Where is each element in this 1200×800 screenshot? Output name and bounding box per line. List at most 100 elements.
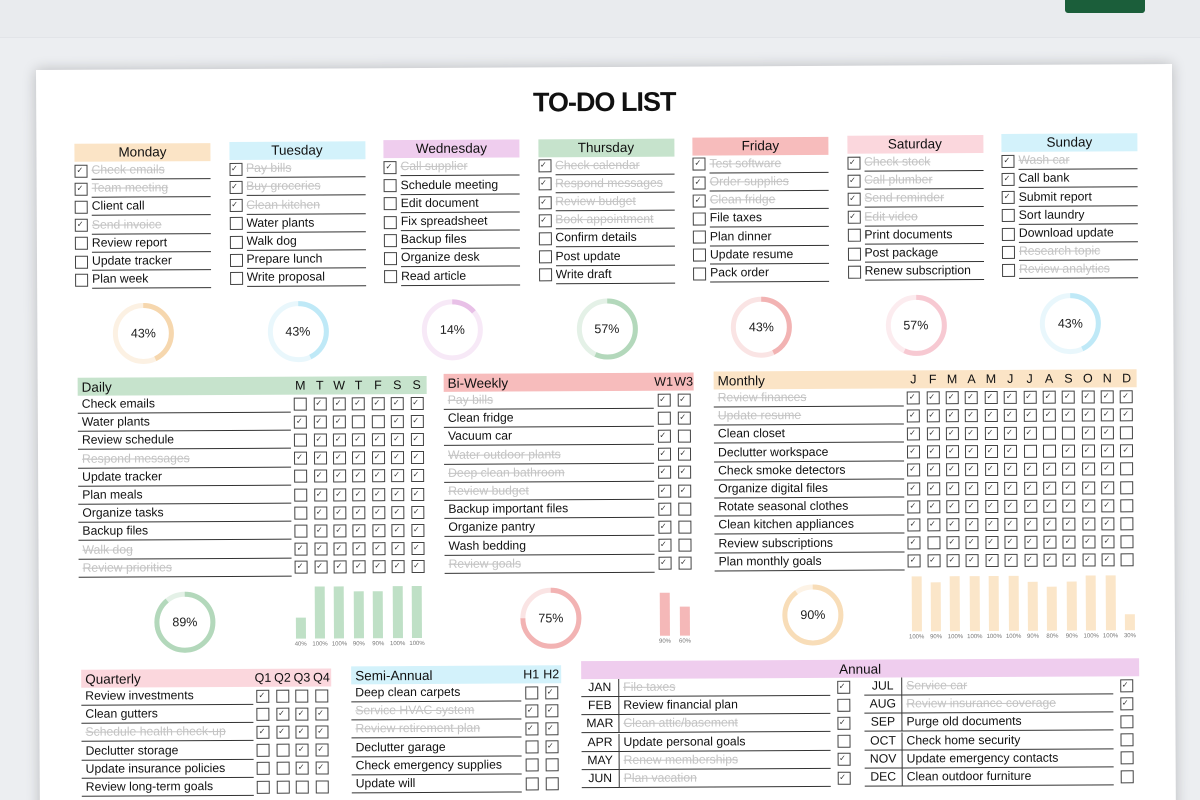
- annual-checkbox[interactable]: [836, 734, 851, 748]
- row-checkbox[interactable]: [984, 463, 998, 477]
- row-checkbox[interactable]: [275, 689, 290, 703]
- row-checkbox[interactable]: [372, 505, 386, 519]
- row-checkbox[interactable]: [371, 396, 385, 410]
- row-checkbox[interactable]: [984, 445, 998, 459]
- row-checkbox[interactable]: [1120, 426, 1134, 440]
- task-item[interactable]: Edit video: [847, 207, 984, 227]
- task-item[interactable]: Plan dinner: [692, 227, 829, 247]
- row-checkbox[interactable]: [1023, 444, 1037, 458]
- row-checkbox[interactable]: [984, 481, 998, 495]
- row-checkbox[interactable]: [1043, 481, 1057, 495]
- row-checkbox[interactable]: [1081, 462, 1095, 476]
- task-checkbox[interactable]: [538, 250, 552, 264]
- row-checkbox[interactable]: [927, 554, 941, 568]
- task-item[interactable]: Check stock: [846, 153, 984, 172]
- row-checkbox[interactable]: [1062, 462, 1076, 476]
- row-checkbox[interactable]: [256, 762, 270, 776]
- row-checkbox[interactable]: [1023, 481, 1037, 495]
- row-checkbox[interactable]: [391, 433, 405, 447]
- row-checkbox[interactable]: [524, 722, 538, 736]
- task-item[interactable]: File taxes: [692, 209, 829, 228]
- task-item[interactable]: Pack order: [693, 263, 830, 283]
- row-checkbox[interactable]: [677, 484, 691, 498]
- task-item[interactable]: Write draft: [538, 265, 675, 285]
- task-checkbox[interactable]: [692, 212, 706, 226]
- row-checkbox[interactable]: [965, 536, 979, 550]
- task-checkbox[interactable]: [847, 192, 861, 206]
- row-checkbox[interactable]: [1120, 535, 1135, 549]
- row-checkbox[interactable]: [1101, 480, 1115, 494]
- row-checkbox[interactable]: [677, 447, 691, 461]
- row-checkbox[interactable]: [1004, 463, 1018, 477]
- row-checkbox[interactable]: [1004, 554, 1018, 568]
- row-checkbox[interactable]: [333, 469, 347, 483]
- row-checkbox[interactable]: [544, 685, 558, 699]
- row-checkbox[interactable]: [391, 542, 405, 556]
- row-checkbox[interactable]: [1003, 408, 1017, 422]
- row-checkbox[interactable]: [1101, 535, 1115, 549]
- row-checkbox[interactable]: [1004, 535, 1018, 550]
- row-checkbox[interactable]: [1062, 408, 1076, 422]
- row-checkbox[interactable]: [525, 758, 539, 772]
- task-checkbox[interactable]: [74, 218, 88, 232]
- row-checkbox[interactable]: [984, 426, 998, 441]
- row-checkbox[interactable]: [1023, 426, 1037, 440]
- row-checkbox[interactable]: [657, 520, 671, 534]
- task-checkbox[interactable]: [74, 255, 89, 269]
- row-checkbox[interactable]: [927, 536, 941, 550]
- row-checkbox[interactable]: [295, 725, 309, 739]
- row-checkbox[interactable]: [1004, 517, 1018, 531]
- annual-checkbox[interactable]: [837, 771, 851, 785]
- row-checkbox[interactable]: [313, 469, 327, 483]
- row-checkbox[interactable]: [1120, 444, 1134, 458]
- row-checkbox[interactable]: [926, 518, 941, 532]
- row-checkbox[interactable]: [276, 762, 290, 776]
- task-checkbox[interactable]: [229, 271, 243, 285]
- task-checkbox[interactable]: [1001, 191, 1015, 205]
- row-checkbox[interactable]: [410, 451, 424, 465]
- row-checkbox[interactable]: [313, 433, 327, 447]
- row-checkbox[interactable]: [1004, 481, 1018, 495]
- row-checkbox[interactable]: [1062, 426, 1076, 440]
- row-checkbox[interactable]: [1121, 553, 1135, 567]
- annual-checkbox[interactable]: [1119, 697, 1133, 711]
- row-checkbox[interactable]: [907, 500, 921, 514]
- row-checkbox[interactable]: [985, 554, 999, 568]
- task-item[interactable]: Plan week: [75, 270, 212, 289]
- row-checkbox[interactable]: [1101, 517, 1115, 531]
- task-checkbox[interactable]: [692, 194, 706, 208]
- task-checkbox[interactable]: [384, 270, 398, 284]
- row-checkbox[interactable]: [390, 396, 404, 410]
- task-checkbox[interactable]: [847, 247, 861, 261]
- task-checkbox[interactable]: [229, 180, 243, 194]
- row-checkbox[interactable]: [391, 487, 405, 501]
- annual-checkbox[interactable]: [836, 680, 850, 694]
- annual-checkbox[interactable]: [836, 698, 850, 712]
- task-item[interactable]: Schedule meeting: [383, 176, 520, 195]
- row-checkbox[interactable]: [1023, 499, 1037, 513]
- task-item[interactable]: Print documents: [847, 225, 984, 245]
- row-checkbox[interactable]: [544, 704, 558, 718]
- row-checkbox[interactable]: [1101, 462, 1115, 476]
- row-checkbox[interactable]: [677, 465, 691, 479]
- row-checkbox[interactable]: [295, 743, 309, 757]
- task-item[interactable]: Pay bills: [228, 159, 366, 179]
- task-item[interactable]: Test software: [692, 154, 829, 174]
- row-checkbox[interactable]: [965, 463, 979, 477]
- row-checkbox[interactable]: [657, 393, 671, 407]
- row-checkbox[interactable]: [965, 390, 979, 404]
- row-checkbox[interactable]: [1082, 517, 1096, 531]
- row-checkbox[interactable]: [352, 487, 366, 501]
- row-checkbox[interactable]: [256, 743, 270, 758]
- row-checkbox[interactable]: [1042, 408, 1056, 422]
- row-checkbox[interactable]: [926, 499, 940, 514]
- row-checkbox[interactable]: [256, 707, 270, 721]
- row-checkbox[interactable]: [1042, 444, 1056, 458]
- task-item[interactable]: Call supplier: [383, 157, 520, 177]
- row-checkbox[interactable]: [965, 481, 979, 495]
- task-checkbox[interactable]: [1001, 227, 1015, 241]
- row-checkbox[interactable]: [657, 466, 671, 480]
- task-checkbox[interactable]: [693, 267, 707, 281]
- row-checkbox[interactable]: [410, 432, 424, 447]
- task-checkbox[interactable]: [846, 156, 861, 170]
